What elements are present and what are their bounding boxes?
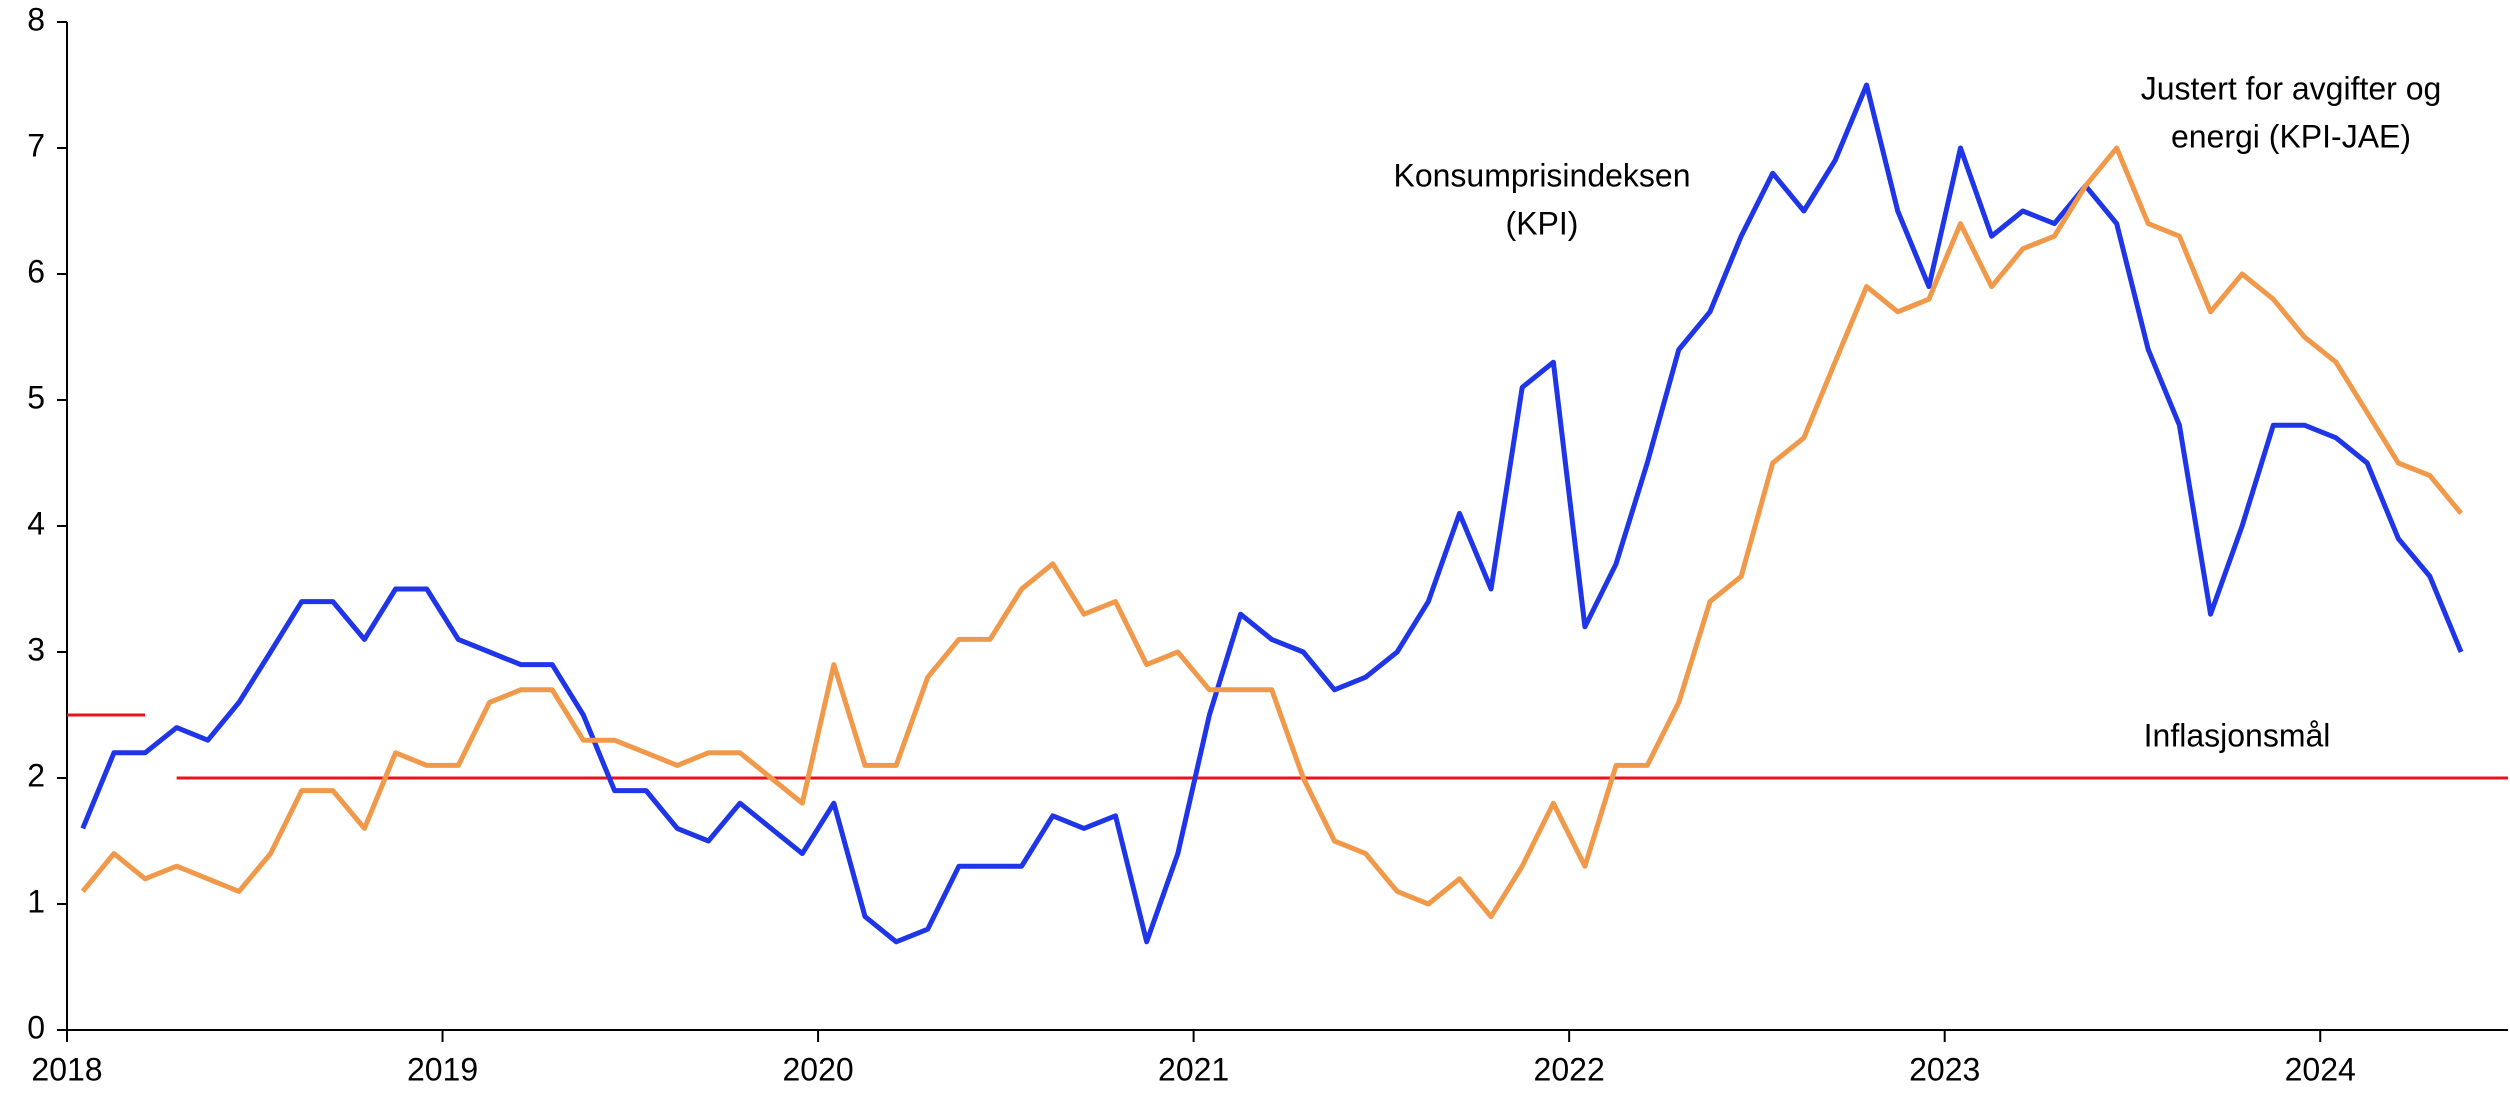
series-line [80,145,2463,920]
y-tick-label: 1 [27,883,45,919]
x-tick-label: 2023 [1909,1051,1980,1087]
x-tick-label: 2020 [782,1051,853,1087]
x-tick-label: 2024 [2285,1051,2356,1087]
target-label: Inflasjonsmål [2144,717,2331,753]
series-label: Konsumprisindeksen [1393,157,1690,193]
series-label: Justert for avgifter og [2141,70,2442,106]
y-tick-label: 2 [27,757,45,793]
series-label: energi (KPI-JAE) [2171,118,2411,154]
series-label: (KPI) [1506,205,1579,241]
x-tick-label: 2022 [1534,1051,1605,1087]
y-tick-label: 8 [27,1,45,37]
y-tick-label: 0 [27,1009,45,1045]
series-line [80,82,2464,945]
y-tick-label: 6 [27,253,45,289]
x-tick-label: 2018 [31,1051,102,1087]
y-tick-label: 7 [27,127,45,163]
y-tick-label: 3 [27,631,45,667]
x-tick-label: 2021 [1158,1051,1229,1087]
y-tick-label: 5 [27,379,45,415]
y-tick-label: 4 [27,505,45,541]
x-tick-label: 2019 [407,1051,478,1087]
